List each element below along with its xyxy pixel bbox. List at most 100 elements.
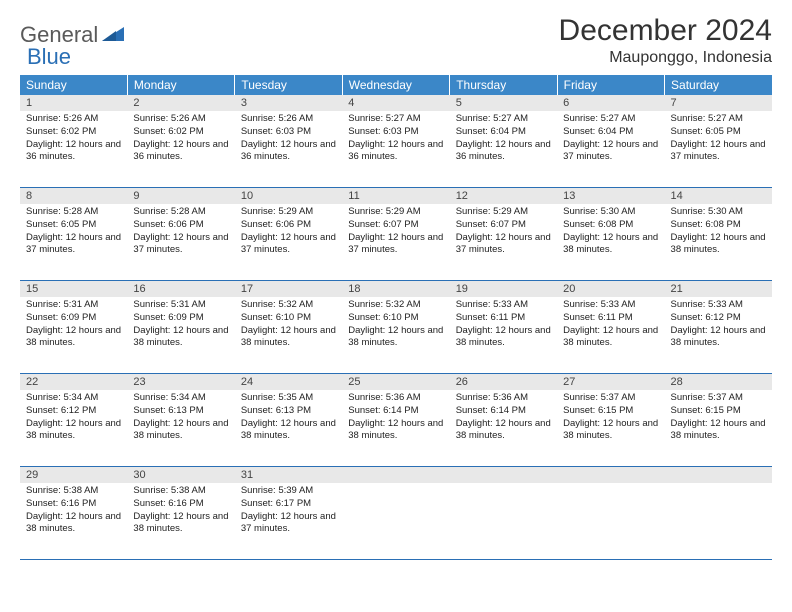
sunset-text: Sunset: 6:06 PM [133, 219, 228, 232]
daylight-text: Daylight: 12 hours and 36 minutes. [26, 139, 121, 165]
day-number [557, 467, 664, 483]
sunset-text: Sunset: 6:07 PM [456, 219, 551, 232]
day-details: Sunrise: 5:36 AMSunset: 6:14 PMDaylight:… [450, 390, 557, 447]
daylight-text: Daylight: 12 hours and 37 minutes. [241, 511, 336, 537]
day-details: Sunrise: 5:27 AMSunset: 6:04 PMDaylight:… [557, 111, 664, 168]
calendar-cell [342, 467, 449, 560]
day-number: 20 [557, 281, 664, 297]
day-number: 19 [450, 281, 557, 297]
day-number: 8 [20, 188, 127, 204]
daylight-text: Daylight: 12 hours and 38 minutes. [241, 325, 336, 351]
day-details: Sunrise: 5:33 AMSunset: 6:12 PMDaylight:… [665, 297, 772, 354]
calendar-cell: 20Sunrise: 5:33 AMSunset: 6:11 PMDayligh… [557, 281, 664, 374]
weekday-header: Sunday [20, 75, 127, 95]
day-details: Sunrise: 5:38 AMSunset: 6:16 PMDaylight:… [20, 483, 127, 540]
daylight-text: Daylight: 12 hours and 38 minutes. [563, 325, 658, 351]
calendar-cell: 11Sunrise: 5:29 AMSunset: 6:07 PMDayligh… [342, 188, 449, 281]
day-details: Sunrise: 5:28 AMSunset: 6:05 PMDaylight:… [20, 204, 127, 261]
day-number: 9 [127, 188, 234, 204]
sunrise-text: Sunrise: 5:26 AM [26, 113, 121, 126]
sunset-text: Sunset: 6:14 PM [456, 405, 551, 418]
day-details: Sunrise: 5:29 AMSunset: 6:07 PMDaylight:… [342, 204, 449, 261]
sunrise-text: Sunrise: 5:36 AM [456, 392, 551, 405]
calendar-cell: 23Sunrise: 5:34 AMSunset: 6:13 PMDayligh… [127, 374, 234, 467]
calendar-week-row: 15Sunrise: 5:31 AMSunset: 6:09 PMDayligh… [20, 281, 772, 374]
calendar-cell: 26Sunrise: 5:36 AMSunset: 6:14 PMDayligh… [450, 374, 557, 467]
daylight-text: Daylight: 12 hours and 38 minutes. [563, 418, 658, 444]
day-details: Sunrise: 5:35 AMSunset: 6:13 PMDaylight:… [235, 390, 342, 447]
day-details: Sunrise: 5:27 AMSunset: 6:05 PMDaylight:… [665, 111, 772, 168]
day-details: Sunrise: 5:31 AMSunset: 6:09 PMDaylight:… [20, 297, 127, 354]
sunset-text: Sunset: 6:06 PM [241, 219, 336, 232]
calendar-cell: 1Sunrise: 5:26 AMSunset: 6:02 PMDaylight… [20, 95, 127, 188]
calendar-cell: 3Sunrise: 5:26 AMSunset: 6:03 PMDaylight… [235, 95, 342, 188]
calendar-cell: 17Sunrise: 5:32 AMSunset: 6:10 PMDayligh… [235, 281, 342, 374]
daylight-text: Daylight: 12 hours and 36 minutes. [133, 139, 228, 165]
sunrise-text: Sunrise: 5:33 AM [563, 299, 658, 312]
day-details: Sunrise: 5:33 AMSunset: 6:11 PMDaylight:… [450, 297, 557, 354]
sunset-text: Sunset: 6:05 PM [26, 219, 121, 232]
sunset-text: Sunset: 6:09 PM [26, 312, 121, 325]
sunrise-text: Sunrise: 5:30 AM [671, 206, 766, 219]
calendar-cell: 29Sunrise: 5:38 AMSunset: 6:16 PMDayligh… [20, 467, 127, 560]
day-details: Sunrise: 5:32 AMSunset: 6:10 PMDaylight:… [235, 297, 342, 354]
day-details: Sunrise: 5:36 AMSunset: 6:14 PMDaylight:… [342, 390, 449, 447]
calendar-cell: 28Sunrise: 5:37 AMSunset: 6:15 PMDayligh… [665, 374, 772, 467]
daylight-text: Daylight: 12 hours and 38 minutes. [563, 232, 658, 258]
calendar-cell: 10Sunrise: 5:29 AMSunset: 6:06 PMDayligh… [235, 188, 342, 281]
sunset-text: Sunset: 6:02 PM [133, 126, 228, 139]
sunrise-text: Sunrise: 5:30 AM [563, 206, 658, 219]
calendar-cell: 24Sunrise: 5:35 AMSunset: 6:13 PMDayligh… [235, 374, 342, 467]
sunset-text: Sunset: 6:05 PM [671, 126, 766, 139]
day-number: 18 [342, 281, 449, 297]
day-number: 15 [20, 281, 127, 297]
calendar-cell: 4Sunrise: 5:27 AMSunset: 6:03 PMDaylight… [342, 95, 449, 188]
sunset-text: Sunset: 6:12 PM [26, 405, 121, 418]
day-number: 17 [235, 281, 342, 297]
day-number: 6 [557, 95, 664, 111]
day-details: Sunrise: 5:27 AMSunset: 6:03 PMDaylight:… [342, 111, 449, 168]
day-details: Sunrise: 5:38 AMSunset: 6:16 PMDaylight:… [127, 483, 234, 540]
calendar-cell: 19Sunrise: 5:33 AMSunset: 6:11 PMDayligh… [450, 281, 557, 374]
sunset-text: Sunset: 6:08 PM [671, 219, 766, 232]
day-details: Sunrise: 5:26 AMSunset: 6:02 PMDaylight:… [127, 111, 234, 168]
daylight-text: Daylight: 12 hours and 37 minutes. [456, 232, 551, 258]
sunset-text: Sunset: 6:16 PM [133, 498, 228, 511]
daylight-text: Daylight: 12 hours and 37 minutes. [241, 232, 336, 258]
sunrise-text: Sunrise: 5:32 AM [241, 299, 336, 312]
sunset-text: Sunset: 6:15 PM [563, 405, 658, 418]
day-details: Sunrise: 5:37 AMSunset: 6:15 PMDaylight:… [665, 390, 772, 447]
calendar-body: 1Sunrise: 5:26 AMSunset: 6:02 PMDaylight… [20, 95, 772, 560]
calendar-cell: 16Sunrise: 5:31 AMSunset: 6:09 PMDayligh… [127, 281, 234, 374]
sunrise-text: Sunrise: 5:29 AM [348, 206, 443, 219]
calendar-cell: 2Sunrise: 5:26 AMSunset: 6:02 PMDaylight… [127, 95, 234, 188]
sunrise-text: Sunrise: 5:28 AM [133, 206, 228, 219]
day-details: Sunrise: 5:30 AMSunset: 6:08 PMDaylight:… [557, 204, 664, 261]
day-details: Sunrise: 5:31 AMSunset: 6:09 PMDaylight:… [127, 297, 234, 354]
sunrise-text: Sunrise: 5:26 AM [241, 113, 336, 126]
day-details: Sunrise: 5:28 AMSunset: 6:06 PMDaylight:… [127, 204, 234, 261]
daylight-text: Daylight: 12 hours and 38 minutes. [348, 325, 443, 351]
sunset-text: Sunset: 6:02 PM [26, 126, 121, 139]
sunset-text: Sunset: 6:11 PM [456, 312, 551, 325]
sunrise-text: Sunrise: 5:27 AM [671, 113, 766, 126]
day-number: 30 [127, 467, 234, 483]
calendar-page: General December 2024 Mauponggo, Indones… [0, 0, 792, 560]
day-details: Sunrise: 5:39 AMSunset: 6:17 PMDaylight:… [235, 483, 342, 540]
calendar-cell: 9Sunrise: 5:28 AMSunset: 6:06 PMDaylight… [127, 188, 234, 281]
sunrise-text: Sunrise: 5:33 AM [671, 299, 766, 312]
day-details: Sunrise: 5:30 AMSunset: 6:08 PMDaylight:… [665, 204, 772, 261]
daylight-text: Daylight: 12 hours and 38 minutes. [26, 325, 121, 351]
day-details: Sunrise: 5:37 AMSunset: 6:15 PMDaylight:… [557, 390, 664, 447]
daylight-text: Daylight: 12 hours and 38 minutes. [671, 232, 766, 258]
weekday-header: Tuesday [235, 75, 342, 95]
day-details: Sunrise: 5:29 AMSunset: 6:06 PMDaylight:… [235, 204, 342, 261]
sunset-text: Sunset: 6:13 PM [133, 405, 228, 418]
sunset-text: Sunset: 6:10 PM [241, 312, 336, 325]
day-number: 10 [235, 188, 342, 204]
brand-part2: Blue [27, 44, 71, 70]
day-number: 13 [557, 188, 664, 204]
header: General December 2024 Mauponggo, Indones… [20, 14, 772, 67]
calendar-header-row: Sunday Monday Tuesday Wednesday Thursday… [20, 75, 772, 95]
sunset-text: Sunset: 6:10 PM [348, 312, 443, 325]
